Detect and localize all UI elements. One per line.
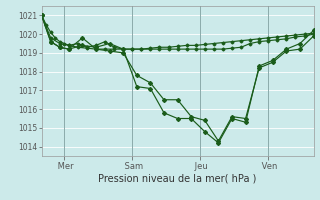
X-axis label: Pression niveau de la mer( hPa ): Pression niveau de la mer( hPa ) — [99, 173, 257, 183]
